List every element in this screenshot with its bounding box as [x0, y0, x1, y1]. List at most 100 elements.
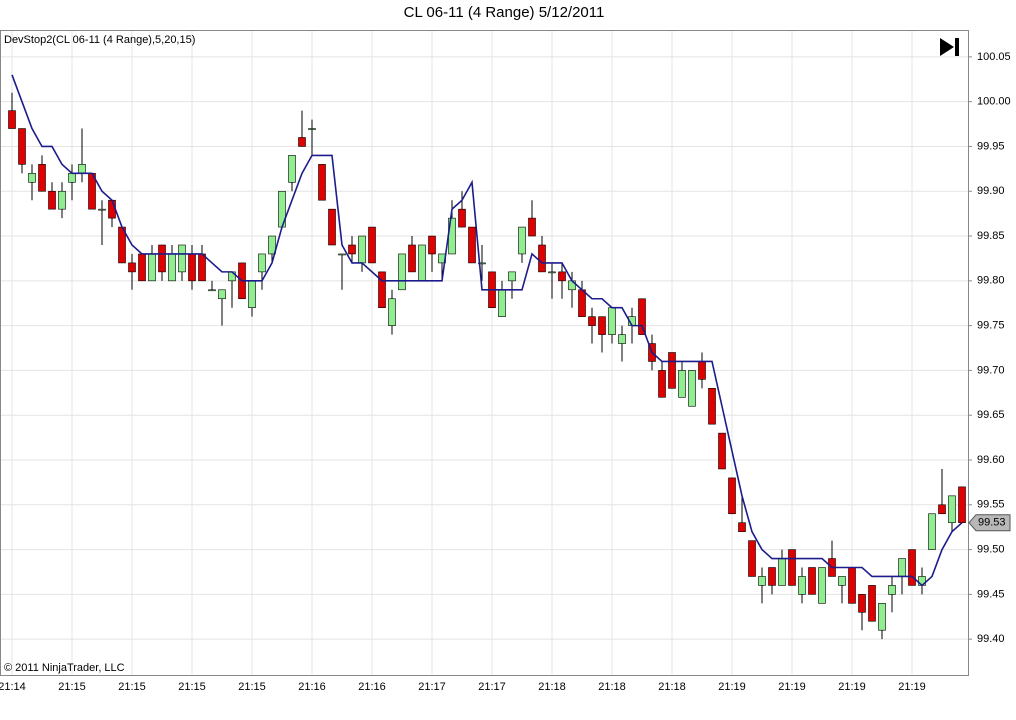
candle-body — [338, 253, 346, 256]
y-tick-label: 99.90 — [977, 185, 1005, 197]
candle-body — [198, 253, 206, 282]
candle-body — [688, 370, 696, 407]
candle-body — [528, 217, 536, 237]
candle-body — [678, 370, 686, 398]
y-tick-label: 99.60 — [977, 454, 1005, 466]
candle-body — [408, 244, 416, 273]
candle-body — [48, 190, 56, 210]
x-tick-label: 21:18 — [658, 681, 686, 693]
y-tick-label: 99.65 — [977, 409, 1005, 421]
price-tag — [968, 514, 1011, 532]
y-tick-label: 99.70 — [977, 364, 1005, 376]
candle-body — [8, 110, 16, 129]
candle-body — [598, 316, 606, 335]
candle-body — [858, 594, 866, 613]
candle-body — [758, 576, 766, 586]
candle-body — [98, 208, 106, 211]
y-tick-label: 100.05 — [977, 51, 1011, 63]
x-tick-label: 21:18 — [598, 681, 626, 693]
candle-body — [478, 262, 486, 265]
candle-body — [18, 128, 26, 165]
candle-body — [608, 307, 616, 335]
candle-body — [838, 576, 846, 586]
x-tick-label: 21:19 — [838, 681, 866, 693]
candle-body — [808, 567, 816, 595]
candle-body — [588, 316, 596, 326]
candle-body — [178, 244, 186, 273]
candle-body — [148, 253, 156, 282]
candle-body — [138, 253, 146, 282]
y-tick-label: 99.45 — [977, 588, 1005, 600]
x-tick-label: 21:19 — [778, 681, 806, 693]
x-tick-label: 21:17 — [478, 681, 506, 693]
end-bar-icon[interactable] — [955, 38, 959, 56]
price-tag-label: 99.53 — [978, 517, 1006, 529]
scroll-end-button[interactable] — [940, 38, 959, 56]
y-tick-label: 99.85 — [977, 230, 1005, 242]
candle-body — [728, 477, 736, 515]
candle-body — [698, 361, 706, 380]
candle-body — [68, 173, 76, 183]
candle-body — [218, 289, 226, 300]
candle-body — [328, 208, 336, 246]
x-tick-label: 21:18 — [538, 681, 566, 693]
candle-body — [38, 164, 46, 192]
candle-body — [548, 271, 556, 274]
play-icon[interactable] — [940, 38, 954, 56]
candle-body — [508, 271, 516, 282]
candle-body — [308, 128, 316, 130]
candle-body — [168, 253, 176, 282]
candle-body — [558, 271, 566, 282]
y-tick-label: 99.50 — [977, 543, 1005, 555]
candle-body — [388, 298, 396, 326]
candle-body — [268, 235, 276, 255]
candle-body — [418, 244, 426, 282]
candle-body — [158, 244, 166, 273]
candle-body — [888, 585, 896, 595]
candle-body — [768, 567, 776, 586]
candle-body — [578, 289, 586, 317]
candle-body — [128, 262, 136, 273]
candle-body — [298, 137, 306, 147]
candle-body — [788, 549, 796, 586]
candle-body — [28, 173, 36, 183]
candle-body — [928, 513, 936, 550]
x-tick-label: 21:19 — [718, 681, 746, 693]
candle-body — [668, 352, 676, 389]
indicator-label: DevStop2(CL 06-11 (4 Range),5,20,15) — [4, 34, 195, 46]
candle-body — [398, 253, 406, 291]
candle-body — [208, 289, 216, 292]
x-tick-label: 21:16 — [358, 681, 386, 693]
x-tick-label: 21:15 — [238, 681, 266, 693]
candle-body — [618, 334, 626, 344]
candle-body — [948, 495, 956, 524]
candle-body — [498, 289, 506, 317]
devstop-line — [11, 74, 963, 587]
candle-body — [348, 244, 356, 255]
candle-body — [108, 199, 116, 219]
candle-body — [58, 190, 66, 210]
candle-body — [458, 208, 466, 228]
x-tick-label: 21:17 — [418, 681, 446, 693]
x-tick-label: 21:15 — [118, 681, 146, 693]
x-tick-label: 21:15 — [58, 681, 86, 693]
candle-body — [778, 558, 786, 586]
candle-body — [938, 504, 946, 515]
candle-body — [638, 298, 646, 335]
candle-body — [658, 370, 666, 398]
candle-body — [798, 576, 806, 595]
x-tick-label: 21:14 — [0, 681, 26, 693]
candle-body — [188, 253, 196, 282]
candle-body — [818, 567, 826, 604]
candle-body — [368, 226, 376, 264]
candle-body — [848, 567, 856, 604]
copyright: © 2011 NinjaTrader, LLC — [4, 662, 125, 674]
y-tick-label: 99.40 — [977, 633, 1005, 645]
x-tick-label: 21:15 — [178, 681, 206, 693]
y-tick-label: 99.55 — [977, 499, 1005, 511]
candle-body — [378, 271, 386, 309]
candle-body — [248, 280, 256, 309]
candle-body — [738, 522, 746, 532]
